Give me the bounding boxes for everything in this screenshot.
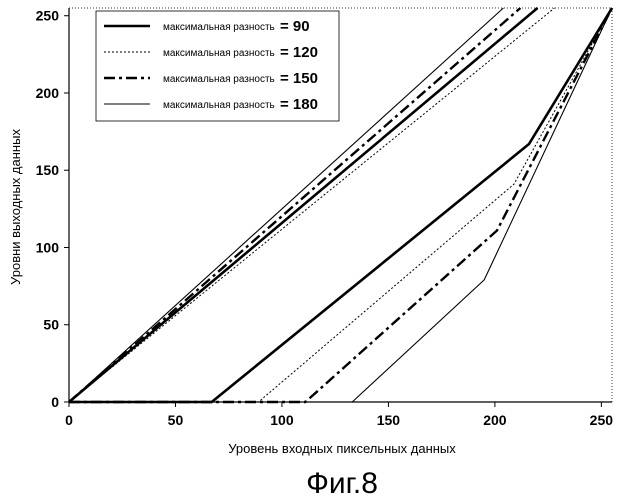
legend: максимальная разность = 90 максимальная ра… xyxy=(96,11,339,121)
y-tick-label: 100 xyxy=(36,239,60,255)
x-tick-label: 0 xyxy=(65,412,73,428)
x-tick-label: 100 xyxy=(270,412,294,428)
legend-label: максимальная разность xyxy=(163,22,275,33)
legend-label: максимальная разность xyxy=(163,48,275,59)
legend-value: = 150 xyxy=(280,70,318,87)
legend-value: = 180 xyxy=(280,96,318,113)
x-tick-label: 150 xyxy=(377,412,401,428)
y-tick-label: 0 xyxy=(51,394,59,410)
figure-caption: Фиг.8 xyxy=(306,467,378,500)
y-axis-label: Уровни выходных данных xyxy=(8,129,23,285)
x-tick-label: 50 xyxy=(168,412,184,428)
x-tick-label: 200 xyxy=(483,412,507,428)
y-tick-label: 50 xyxy=(43,317,59,333)
y-tick-label: 250 xyxy=(36,8,60,24)
legend-value: = 90 xyxy=(280,18,310,35)
legend-label: максимальная разность xyxy=(163,74,275,85)
x-axis-label: Уровень входных пиксельных данных xyxy=(228,441,456,456)
legend-label: максимальная разность xyxy=(163,100,275,111)
y-tick-label: 150 xyxy=(36,162,60,178)
legend-value: = 120 xyxy=(280,44,318,61)
y-tick-label: 200 xyxy=(36,85,60,101)
x-tick-label: 250 xyxy=(590,412,614,428)
